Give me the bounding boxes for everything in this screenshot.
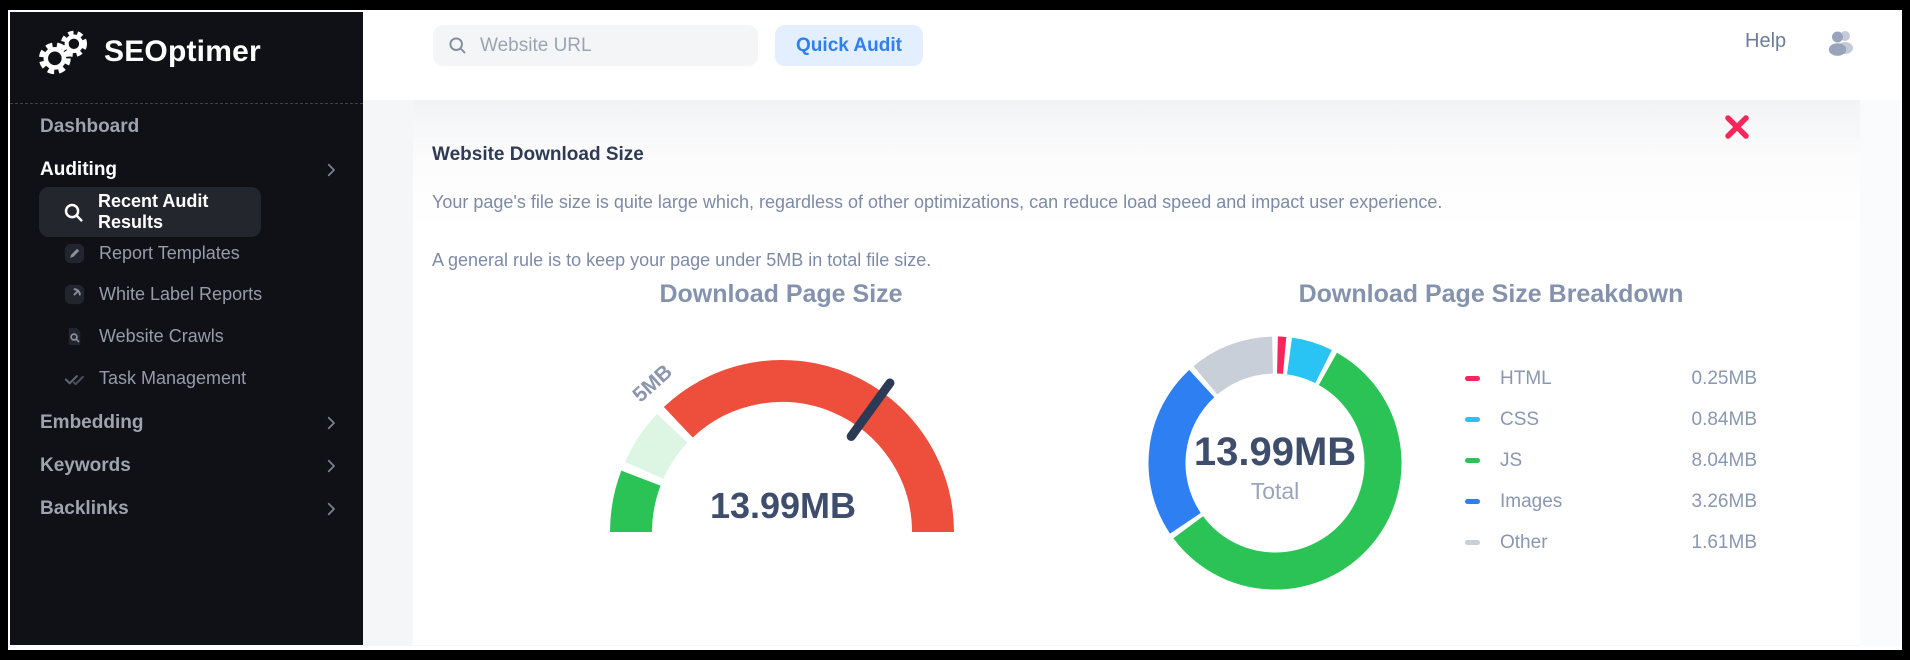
legend-row: HTML 0.25MB [1465,358,1757,399]
gauge-needle [846,378,895,441]
panel-title: Website Download Size [432,143,644,165]
sidebar-item-white-label-reports[interactable]: White Label Reports [40,280,340,308]
quick-audit-button[interactable]: Quick Audit [775,25,923,66]
sidebar-item-label: Backlinks [40,498,129,519]
sidebar-item-embedding[interactable]: Embedding [40,410,340,436]
close-icon[interactable] [1720,110,1754,144]
donut-center-value: 13.99MB [1193,430,1357,474]
gauge-chart-title: Download Page Size [659,280,903,308]
legend-value: 8.04MB [1691,449,1757,471]
sidebar-item-backlinks[interactable]: Backlinks [40,496,340,522]
legend-marker [1465,376,1480,381]
legend-marker [1465,417,1480,422]
sidebar-item-keywords[interactable]: Keywords [40,453,340,479]
legend-label: CSS [1500,408,1540,430]
sidebar-item-label: White Label Reports [99,283,263,304]
search-input[interactable] [478,33,744,58]
sidebar-item-report-templates[interactable]: Report Templates [40,239,340,267]
logo[interactable]: SEOptimer [34,26,261,78]
scroll-gutter[interactable] [1860,100,1902,646]
chevron-right-icon [322,414,340,432]
legend-row: Other 1.61MB [1465,522,1757,563]
legend-value: 0.84MB [1691,408,1757,430]
sidebar-item-label: Embedding [40,412,144,433]
sidebar-item-dashboard[interactable]: Dashboard [40,114,340,140]
sidebar-item-label: Auditing [40,159,118,180]
topbar: Quick Audit Help [363,10,1902,100]
sidebar-item-recent-audit-results[interactable]: Recent Audit Results [39,187,261,237]
help-link[interactable]: Help [1745,30,1787,52]
donut-legend: HTML 0.25MB CSS 0.84MB JS 8.04MB Images 3.26MB O… [1465,358,1757,563]
double-check-icon [63,367,86,390]
sidebar-item-auditing[interactable]: Auditing [40,157,340,183]
sidebar-divider [10,103,363,104]
user-avatar-icon[interactable] [1825,27,1857,57]
logo-text: SEOptimer [104,35,261,68]
sidebar-item-label: Website Crawls [99,325,224,346]
legend-value: 1.61MB [1691,531,1757,553]
legend-label: Other [1500,531,1548,553]
donut-segment-css [1286,337,1332,384]
legend-label: Images [1500,490,1563,512]
page-size-breakdown-donut [1148,336,1402,590]
donut-segment-other [1193,336,1274,395]
sidebar-item-label: Keywords [40,455,131,476]
gauge-value-label: 13.99MB [709,485,857,526]
panel-rule-text: A general rule is to keep your page unde… [432,250,932,270]
sidebar-item-task-management[interactable]: Task Management [40,364,340,392]
donut-chart-title: Download Page Size Breakdown [1298,280,1684,308]
legend-value: 3.26MB [1691,490,1757,512]
document-search-icon [63,325,86,348]
sidebar-item-label: Recent Audit Results [98,191,209,232]
legend-row: Images 3.26MB [1465,481,1757,522]
chevron-right-icon [322,500,340,518]
website-url-search[interactable] [433,25,758,66]
sidebar-item-label: Dashboard [40,116,140,137]
sidebar-item-label: Task Management [99,367,247,388]
panel-description: Your page's file size is quite large whi… [432,192,1443,212]
sidebar-item-website-crawls[interactable]: Website Crawls [40,322,340,350]
search-icon [62,201,85,224]
donut-segment-js [1173,352,1402,590]
sidebar: SEOptimer Dashboard Auditing Recent Audi… [10,12,363,645]
app-window: SEOptimer Dashboard Auditing Recent Audi… [8,10,1902,650]
pencil-icon [63,242,86,265]
chevron-right-icon [322,457,340,475]
sidebar-item-label: Report Templates [99,242,240,263]
legend-marker [1465,458,1480,463]
legend-marker [1465,499,1480,504]
legend-label: HTML [1500,367,1552,389]
report-gauge-icon [63,283,86,306]
legend-label: JS [1500,449,1523,471]
chevron-right-icon [322,161,340,179]
website-download-size-panel: Website Download Size Your page's file s… [413,100,1860,645]
donut-center-label: Total [1250,478,1300,504]
download-page-size-gauge [610,360,954,533]
legend-marker [1465,540,1480,545]
legend-value: 0.25MB [1691,367,1757,389]
legend-row: JS 8.04MB [1465,440,1757,481]
legend-row: CSS 0.84MB [1465,399,1757,440]
search-icon [447,35,468,56]
seoptimer-gears-icon [38,30,88,75]
donut-segment-images [1148,370,1215,534]
